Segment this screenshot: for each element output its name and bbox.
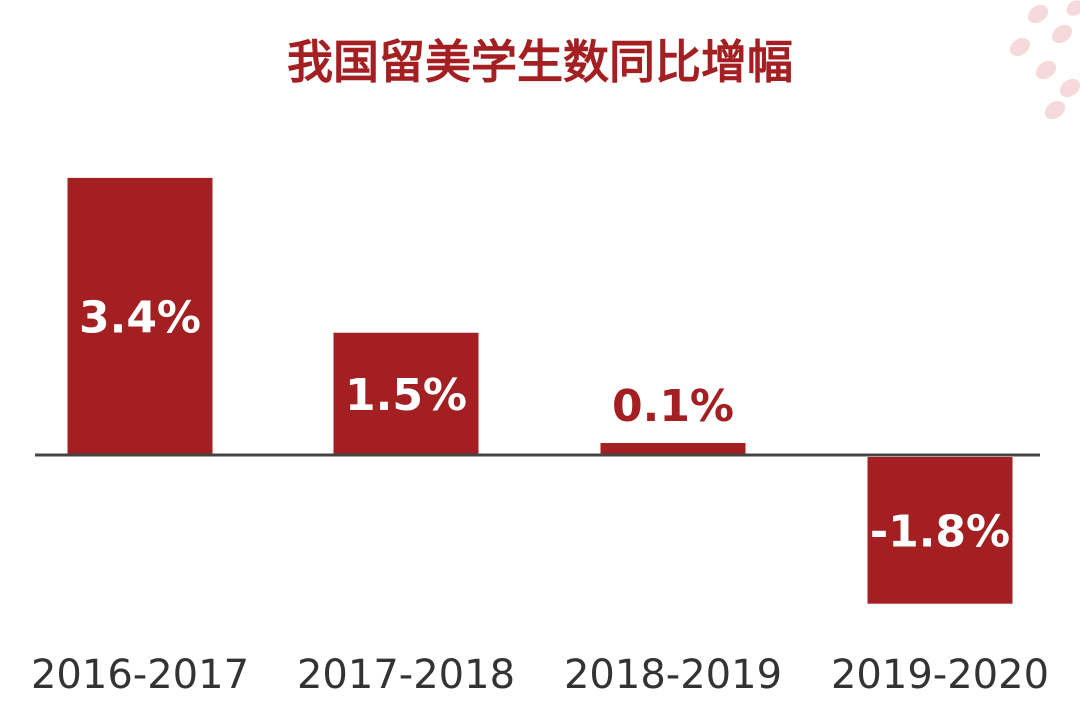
- bar-2019-2020: [867, 457, 1013, 604]
- category-label-2018-2019: 2018-2019: [564, 652, 782, 698]
- decoration-dot: [1035, 60, 1057, 80]
- data-label-2016-2017: 3.4%: [79, 292, 201, 343]
- bar-2016-2017: [67, 177, 213, 455]
- category-label-2016-2017: 2016-2017: [31, 652, 249, 698]
- decoration-dot: [1044, 100, 1066, 120]
- category-label-2019-2020: 2019-2020: [831, 652, 1049, 698]
- bar-2017-2018: [333, 332, 479, 455]
- category-labels: 2016-2017 2017-2018 2018-2019 2019-2020: [31, 652, 1049, 698]
- bar-2018-2019: [600, 443, 746, 455]
- data-labels: 3.4% 1.5% 0.1% -1.8%: [79, 292, 1010, 557]
- decoration-dot: [1051, 24, 1073, 44]
- decoration-dot: [1066, 0, 1080, 16]
- data-label-2018-2019: 0.1%: [612, 381, 734, 432]
- decoration-dot: [1027, 4, 1049, 24]
- data-label-2017-2018: 1.5%: [345, 370, 467, 421]
- bars: [67, 177, 1013, 604]
- category-label-2017-2018: 2017-2018: [297, 652, 515, 698]
- decoration-dot: [1059, 78, 1080, 98]
- decorative-dots: [1009, 0, 1080, 120]
- chart-title: 我国留美学生数同比增幅: [287, 35, 793, 89]
- data-label-2019-2020: -1.8%: [870, 506, 1010, 557]
- decoration-dot: [1009, 37, 1031, 57]
